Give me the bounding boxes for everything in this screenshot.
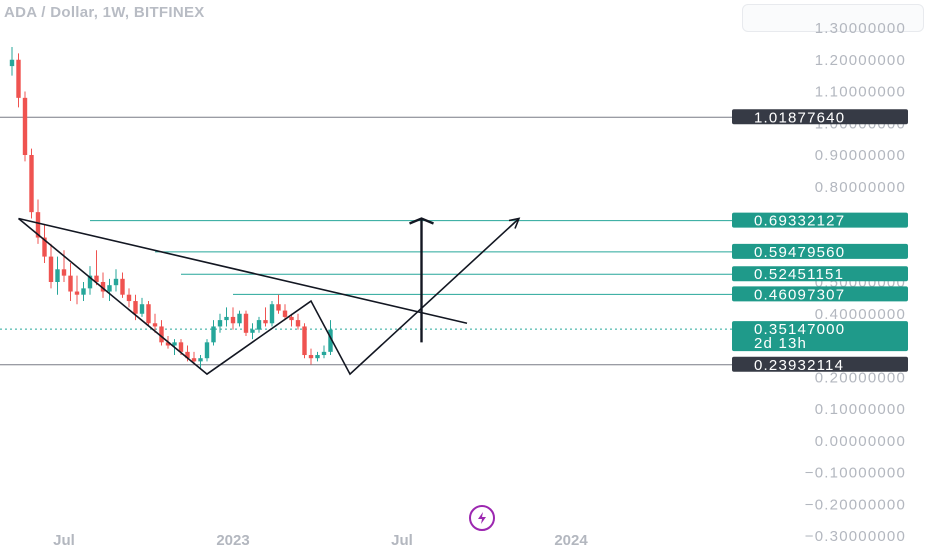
price-label-text: 0.59479560 [754,244,845,261]
candle-body [295,320,301,327]
price-label-text: 0.52451151 [754,266,844,283]
candle-body [146,304,151,324]
price-label-box [732,212,908,228]
candle-body [256,320,262,330]
candle-body [152,323,158,327]
candle-body [22,97,28,155]
level-lines [0,116,732,366]
y-tick-label: −0.10000000 [805,465,906,482]
candle-body [224,316,229,321]
x-tick-label: Jul [53,532,75,549]
candle-body [178,342,184,352]
candles [9,47,333,368]
chart-title: ADA / Dollar, 1W, BITFINEX [4,4,205,21]
price-label-text: 0.69332127 [754,213,845,230]
candle-body [94,275,99,282]
pattern-line [17,217,520,376]
candle-body [120,278,125,295]
y-tick-label: 1.10000000 [815,84,906,101]
candle-body [48,256,54,282]
candle-body [230,316,236,324]
candle-body [139,304,145,314]
candle-body [42,237,47,257]
price-label-text: 0.35147000 [754,321,845,338]
candle-body [172,342,177,346]
y-tick-label: 0.00000000 [815,433,906,450]
candle-body [237,313,242,324]
price-labels: 1.01877640 0.69332127 0.59479560 0.52451151… [732,109,908,374]
candle-body [107,285,112,292]
y-tick-label: 1.30000000 [815,20,906,37]
toolbar-box[interactable] [742,4,924,32]
candle-body [100,282,106,292]
y-tick-label: 0.80000000 [815,179,906,196]
price-label-text: 0.23932114 [754,357,844,374]
lightning-icon[interactable] [469,505,495,531]
countdown-label: 2d 13h [754,335,807,352]
price-label-box [732,286,908,302]
trendline [18,217,468,325]
candle-body [289,316,294,321]
candle-body [191,358,197,362]
candle-body [321,351,327,356]
candle-body [9,59,15,67]
candle-body [204,342,210,359]
price-label-text: 1.01877640 [754,109,845,126]
candle-body [159,326,164,343]
candle-body [328,329,333,352]
y-tick-label: 0.10000000 [815,401,906,418]
arrow-head [409,217,434,225]
candle-body [211,326,216,343]
pattern-arrow-head [508,217,521,229]
candle-body [217,320,223,327]
y-tick-label: 0.40000000 [815,306,906,323]
candle-body [55,269,60,282]
candle-body [35,212,41,238]
candle-body [29,155,34,213]
candle-body [282,310,288,317]
x-tick-label: 2023 [216,532,249,549]
candle-body [276,304,281,311]
candle-body [263,320,268,324]
candle-body [126,294,132,302]
candle-body [302,326,307,356]
candle-body [87,275,93,289]
price-label-box [732,109,908,125]
candle-body [16,59,21,98]
x-tick-label: Jul [391,532,413,549]
price-label-box [732,321,908,352]
candle-body [250,329,255,333]
drawings [17,217,521,376]
y-tick-label: 0.20000000 [815,369,906,386]
price-label-text: 0.46097307 [754,286,845,303]
candle-body [308,355,314,359]
candle-body [165,342,171,346]
candle-body [74,291,80,295]
x-axis: Jul 2023 Jul 2024 [53,532,588,549]
y-tick-label: −0.20000000 [805,496,906,513]
candle-body [61,269,67,276]
candle-body [133,301,138,314]
price-label-box [732,243,908,259]
x-tick-label: 2024 [554,532,588,549]
y-tick-label: −0.30000000 [805,528,906,545]
candle-body [81,288,86,295]
candle-body [315,355,320,359]
candle-body [113,278,119,286]
candle-body [68,275,73,292]
y-tick-label: 0.90000000 [815,147,906,164]
candle-body [185,351,190,359]
candle-body [269,304,275,324]
y-tick-label: 1.20000000 [815,52,906,69]
price-label-box [732,356,908,372]
candle-body [198,358,203,362]
price-label-box [732,266,908,282]
candle-body [243,313,249,333]
